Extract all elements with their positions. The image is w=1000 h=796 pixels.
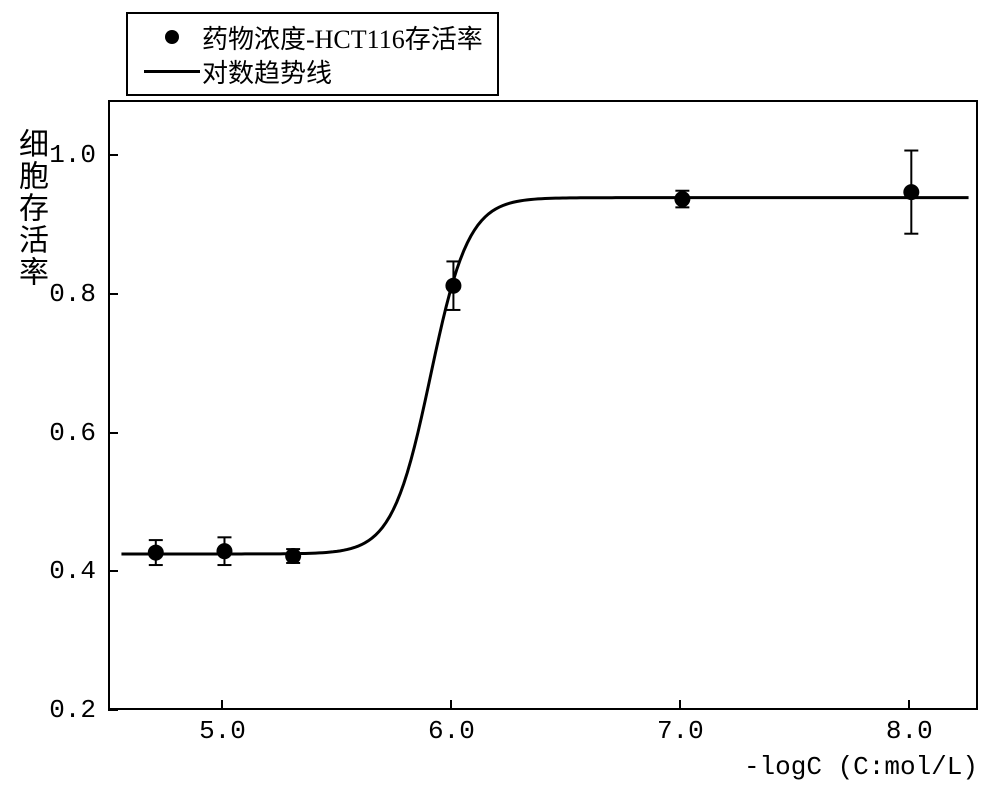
y-tick-label: 0.6 <box>49 418 96 448</box>
y-tick-label: 0.4 <box>49 556 96 586</box>
x-axis-title: -logC (C:mol/L) <box>744 752 978 782</box>
data-point <box>674 191 690 207</box>
plot-svg <box>110 102 980 712</box>
x-tick <box>221 700 223 710</box>
legend-box: 药物浓度-HCT116存活率 对数趋势线 <box>126 12 499 96</box>
data-point <box>903 184 919 200</box>
legend-point-symbol <box>142 30 202 44</box>
plot-area <box>108 100 978 710</box>
x-tick-label: 7.0 <box>657 716 704 746</box>
data-point <box>148 545 164 561</box>
x-tick <box>908 700 910 710</box>
trend-line <box>121 198 968 554</box>
x-tick-label: 5.0 <box>199 716 246 746</box>
x-tick <box>450 700 452 710</box>
y-tick <box>108 570 118 572</box>
legend-trend-label: 对数趋势线 <box>202 53 332 90</box>
chart-container: 细胞存活率 -logC (C:mol/L) 药物浓度-HCT116存活率 对数趋… <box>0 0 1000 796</box>
y-tick <box>108 709 118 711</box>
y-tick <box>108 432 118 434</box>
y-axis-title: 细胞存活率 <box>8 128 52 288</box>
line-icon <box>144 70 200 73</box>
data-point <box>445 278 461 294</box>
data-point <box>216 543 232 559</box>
y-tick-label: 0.2 <box>49 695 96 725</box>
circle-icon <box>165 30 179 44</box>
legend-point-label: 药物浓度-HCT116存活率 <box>202 19 483 56</box>
legend-item-trend: 对数趋势线 <box>142 54 483 88</box>
y-tick-label: 0.8 <box>49 279 96 309</box>
data-point <box>285 548 301 564</box>
x-tick-label: 6.0 <box>428 716 475 746</box>
legend-item-points: 药物浓度-HCT116存活率 <box>142 20 483 54</box>
y-tick-label: 1.0 <box>49 140 96 170</box>
legend-line-symbol <box>142 70 202 73</box>
x-tick <box>679 700 681 710</box>
y-tick <box>108 293 118 295</box>
y-tick <box>108 154 118 156</box>
x-tick-label: 8.0 <box>886 716 933 746</box>
